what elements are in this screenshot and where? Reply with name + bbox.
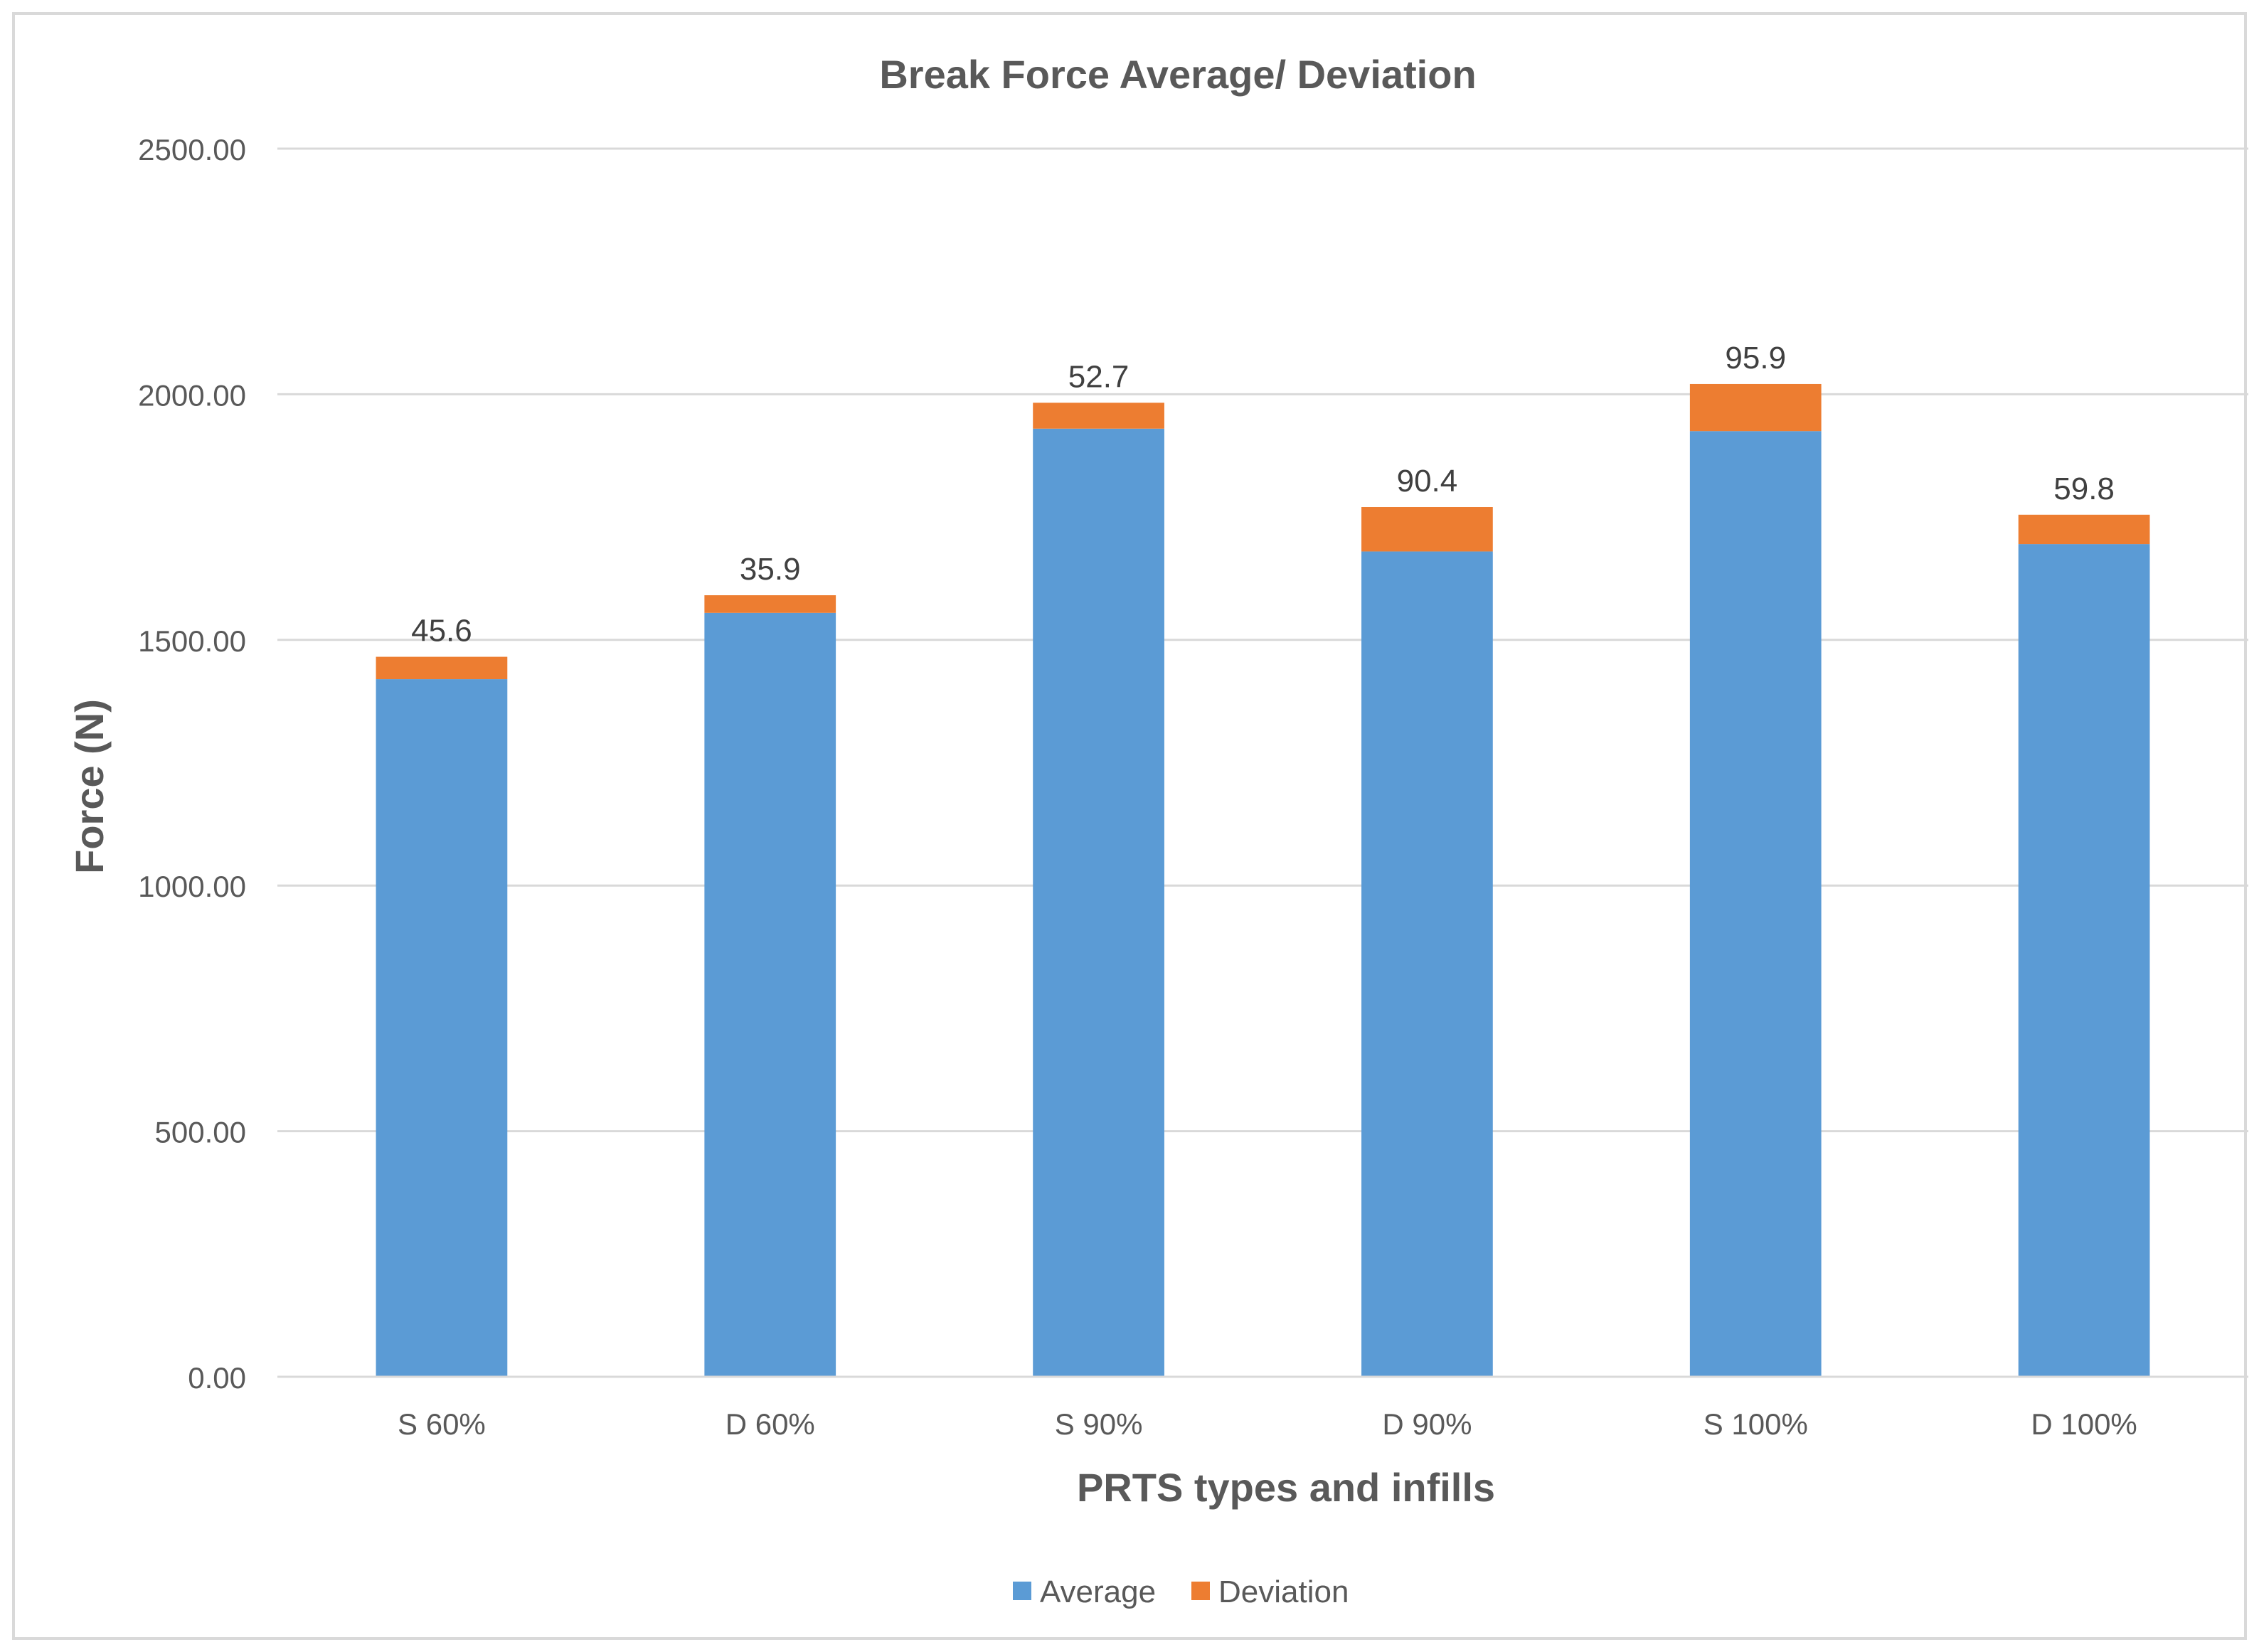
y-axis-label: Force (N) [67,699,112,874]
bar-deviation-1 [704,595,836,613]
legend-swatch-deviation [1191,1582,1210,1600]
data-label: 52.7 [1068,359,1130,394]
legend: Average Deviation [1013,1574,1349,1609]
y-axis-tick-labels: 0.00 500.00 1000.00 1500.00 2000.00 2500.00 [138,133,246,1395]
x-tick-label: D 100% [2031,1407,2137,1441]
bar-deviation-0 [376,656,508,680]
legend-label-average: Average [1040,1574,1156,1609]
data-label: 95.9 [1725,341,1786,375]
data-label: 90.4 [1397,464,1458,499]
bar-deviation-5 [2018,514,2150,545]
data-label: 45.6 [411,614,472,649]
bars [277,383,2248,1378]
x-tick-label: S 60% [398,1407,486,1441]
x-tick-label: D 90% [1382,1407,1472,1441]
bar-average-1 [704,612,836,1377]
data-label: 35.9 [740,552,801,587]
bar-average-0 [376,679,508,1377]
x-tick-label: S 100% [1703,1407,1808,1441]
data-labels: 45.6 35.9 52.7 90.4 95.9 59.8 [411,341,2115,649]
data-label: 59.8 [2053,471,2115,506]
x-axis-tick-labels: S 60% D 60% S 90% D 90% S 100% D 100% [398,1407,2137,1441]
y-tick-label: 500.00 [155,1116,246,1149]
y-tick-label: 2500.00 [138,133,246,166]
chart-title: Break Force Average/ Deviation [879,52,1476,97]
bar-deviation-2 [1033,403,1164,429]
bar-deviation-3 [1361,507,1493,552]
x-tick-label: D 60% [725,1407,815,1441]
bar-average-5 [2018,544,2150,1377]
y-tick-label: 1500.00 [138,624,246,658]
legend-swatch-average [1013,1582,1031,1600]
bar-deviation-4 [1689,383,1822,432]
x-axis-label: PRTS types and infills [1077,1465,1495,1510]
x-tick-label: S 90% [1055,1407,1143,1441]
y-tick-label: 1000.00 [138,870,246,903]
y-tick-label: 0.00 [188,1361,246,1395]
bar-average-3 [1361,551,1493,1377]
y-tick-label: 2000.00 [138,378,246,412]
legend-label-deviation: Deviation [1218,1574,1349,1609]
chart-border [12,12,2247,1640]
bar-average-2 [1033,428,1164,1377]
bar-average-4 [1689,431,1822,1377]
